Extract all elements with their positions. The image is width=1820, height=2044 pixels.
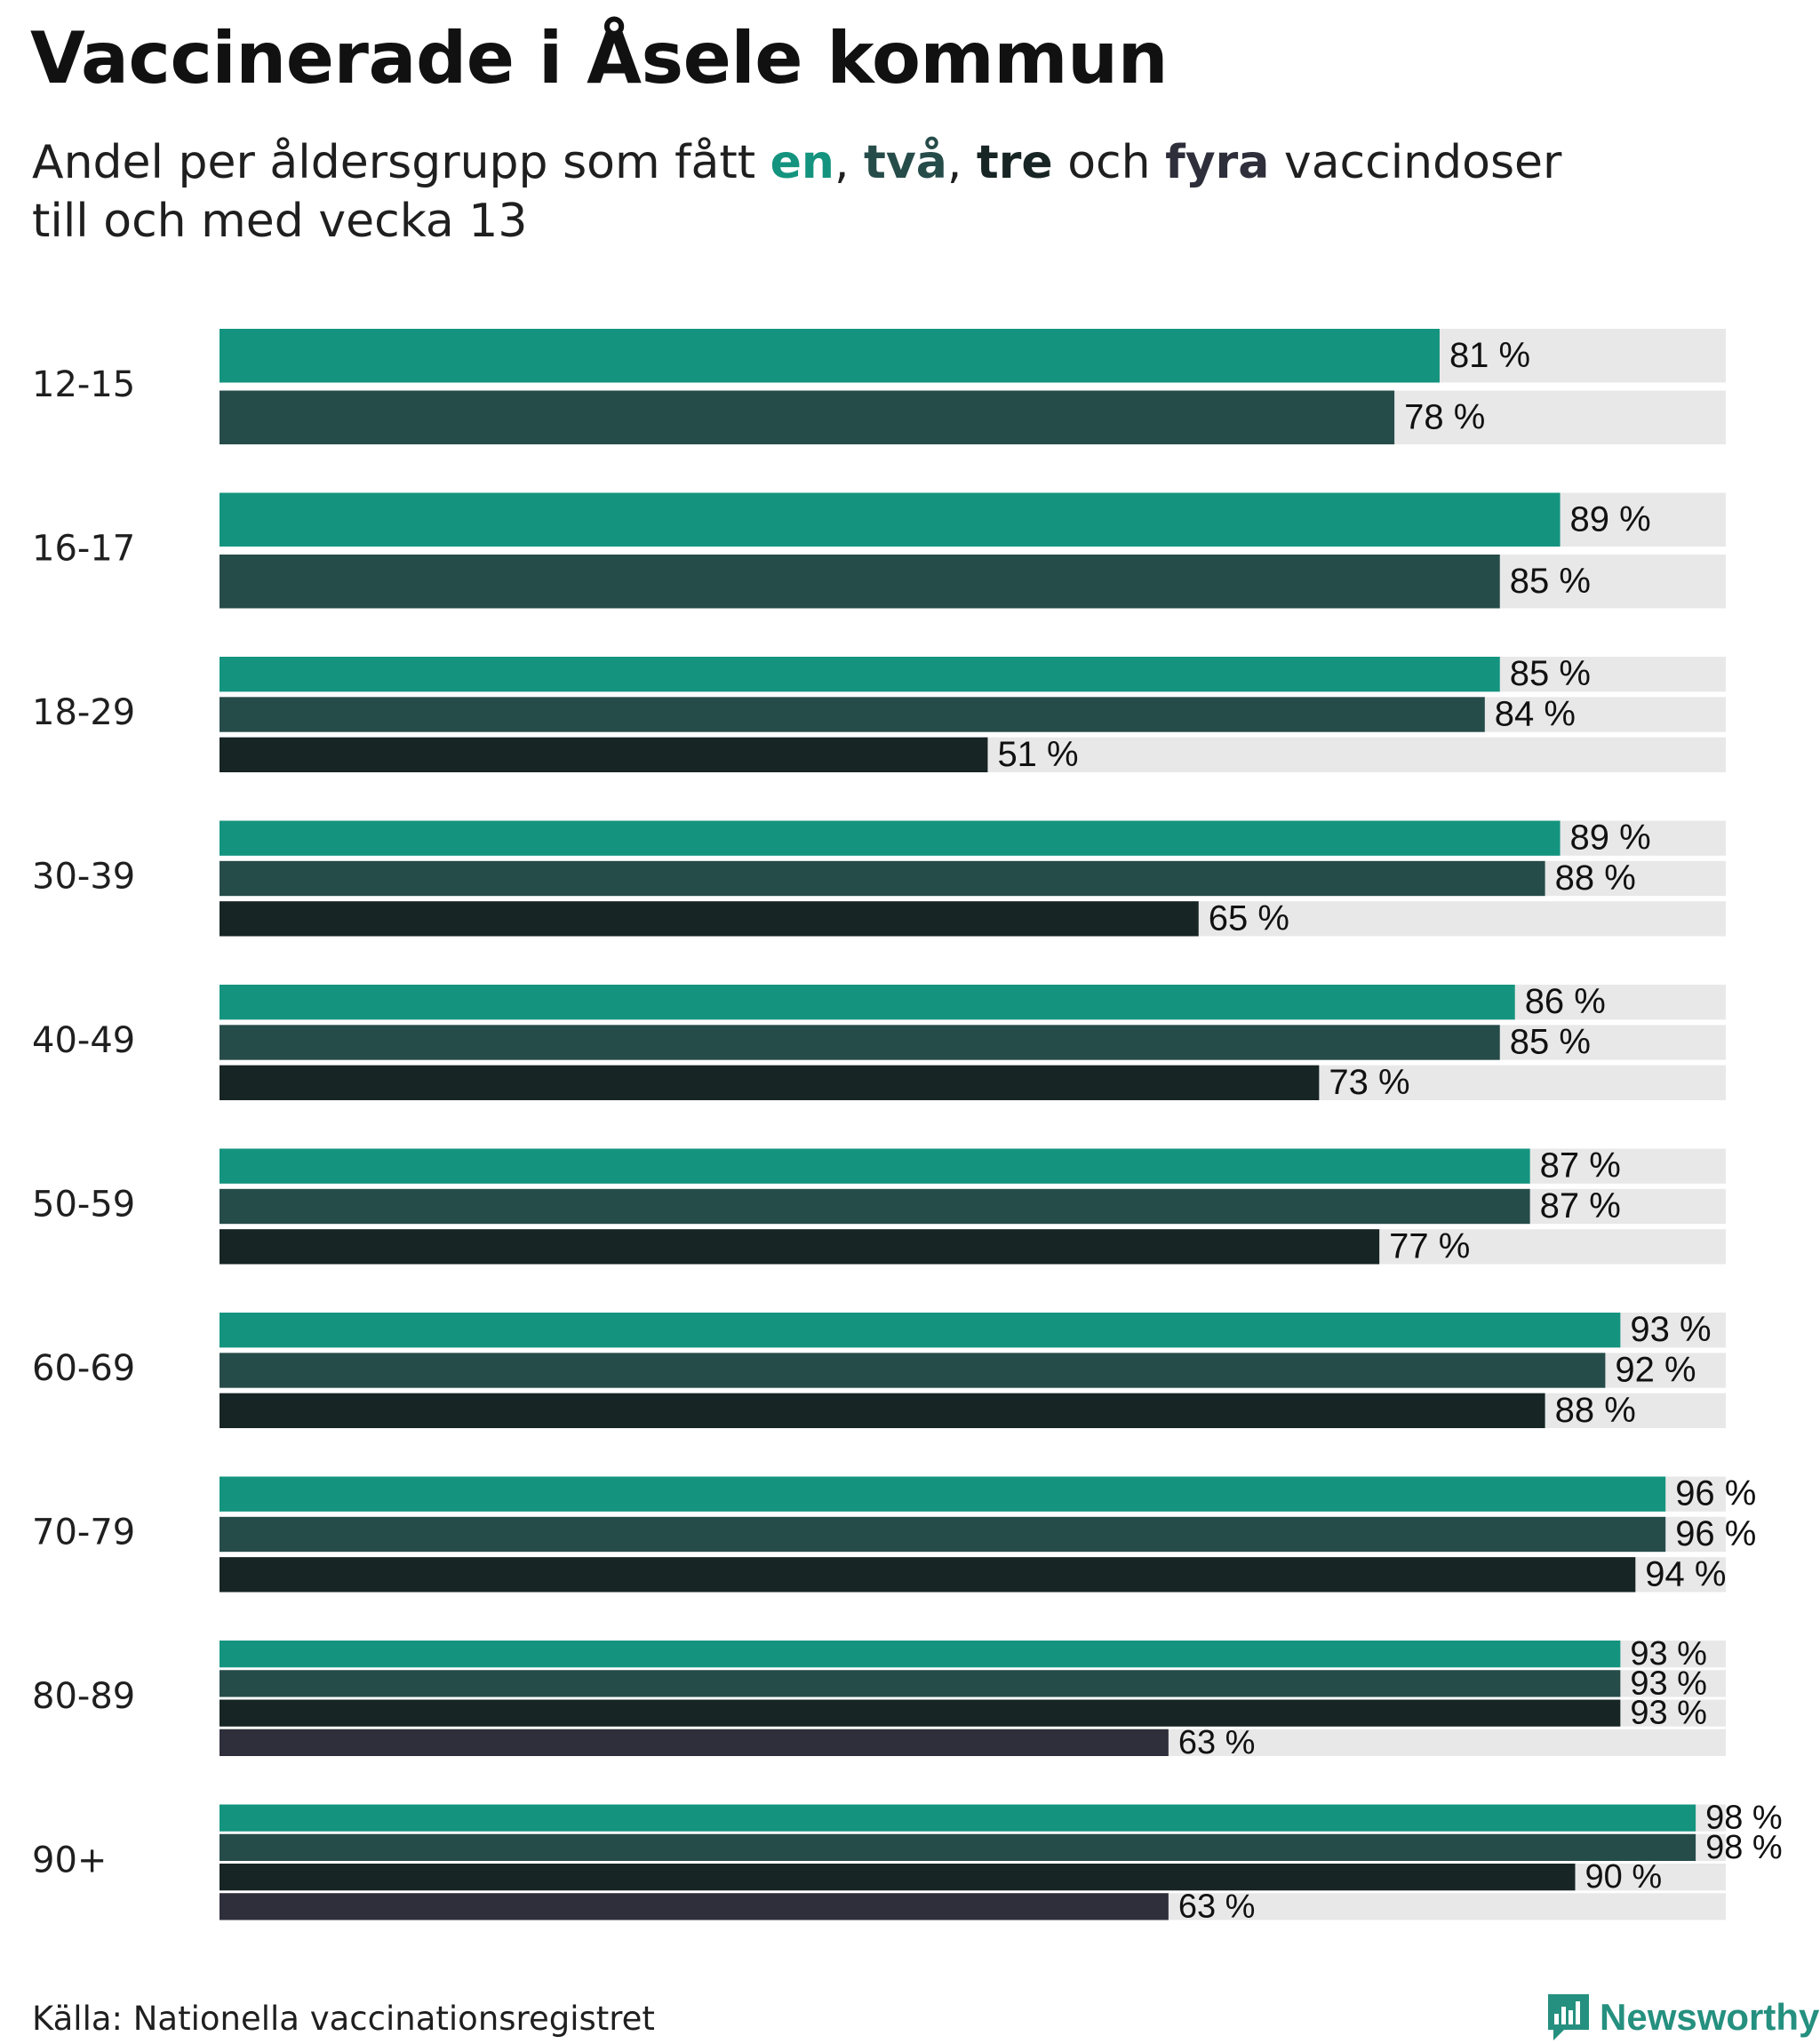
data-label: 93 % bbox=[1630, 1695, 1707, 1732]
data-label: 85 % bbox=[1510, 654, 1591, 693]
data-label: 63 % bbox=[1178, 1724, 1256, 1761]
category-label: 90+ bbox=[32, 1840, 107, 1881]
bar bbox=[220, 1065, 1320, 1100]
chart-subtitle: Andel per åldersgrupp som fått en, två, … bbox=[32, 133, 1561, 251]
data-label: 96 % bbox=[1675, 1514, 1756, 1553]
subtitle-dose-four: fyra bbox=[1165, 136, 1270, 189]
data-label: 92 % bbox=[1615, 1351, 1696, 1390]
data-label: 89 % bbox=[1570, 499, 1651, 539]
subtitle-dose-two: två bbox=[864, 136, 947, 189]
category-label: 60-69 bbox=[32, 1348, 135, 1389]
data-label: 85 % bbox=[1510, 562, 1591, 601]
bar bbox=[220, 985, 1515, 1020]
chart-title: Vaccinerade i Åsele kommun bbox=[30, 17, 1169, 100]
data-label: 93 % bbox=[1630, 1310, 1711, 1349]
subtitle-dose-one: en bbox=[770, 136, 834, 189]
data-label: 98 % bbox=[1705, 1800, 1783, 1837]
data-label: 85 % bbox=[1510, 1023, 1591, 1062]
data-label: 81 % bbox=[1449, 336, 1530, 375]
data-label: 84 % bbox=[1495, 695, 1576, 734]
bar bbox=[220, 1557, 1636, 1593]
data-label: 63 % bbox=[1178, 1888, 1256, 1925]
bar bbox=[220, 555, 1500, 609]
subtitle-separator-2: , bbox=[946, 136, 977, 189]
bar bbox=[220, 1864, 1576, 1891]
logo-text: Newsworthy bbox=[1600, 1996, 1820, 2038]
data-label: 96 % bbox=[1675, 1474, 1756, 1513]
bar bbox=[220, 1148, 1530, 1184]
data-label: 90 % bbox=[1585, 1858, 1663, 1896]
category-label: 18-29 bbox=[32, 692, 135, 733]
data-label: 51 % bbox=[997, 735, 1078, 774]
bar bbox=[220, 492, 1561, 547]
bar bbox=[220, 657, 1500, 692]
data-label: 88 % bbox=[1555, 1391, 1636, 1430]
bar bbox=[220, 1893, 1169, 1920]
category-label: 70-79 bbox=[32, 1513, 135, 1553]
bar bbox=[220, 1313, 1621, 1348]
bar bbox=[220, 1833, 1696, 1861]
source-note: Källa: Nationella vaccinationsregistret bbox=[32, 2000, 655, 2038]
subtitle-dose-three: tre bbox=[976, 136, 1053, 189]
subtitle-text-end: vaccindoser bbox=[1269, 136, 1562, 189]
bar bbox=[220, 1025, 1500, 1060]
data-label: 93 % bbox=[1630, 1665, 1707, 1702]
category-label: 30-39 bbox=[32, 857, 135, 898]
newsworthy-logo: Newsworthy bbox=[1545, 1991, 1819, 2044]
category-label: 50-59 bbox=[32, 1185, 135, 1226]
category-label: 16-17 bbox=[32, 529, 135, 570]
data-label: 98 % bbox=[1705, 1829, 1783, 1866]
data-label: 87 % bbox=[1540, 1146, 1621, 1186]
bar bbox=[220, 1188, 1530, 1225]
bar bbox=[220, 1804, 1696, 1832]
data-label: 87 % bbox=[1540, 1186, 1621, 1226]
data-label: 88 % bbox=[1555, 858, 1636, 898]
bar bbox=[220, 1229, 1380, 1265]
data-label: 78 % bbox=[1404, 397, 1485, 436]
data-label: 86 % bbox=[1525, 982, 1606, 1021]
newsworthy-chart-icon bbox=[1548, 1994, 1589, 2040]
subtitle-och: och bbox=[1052, 136, 1166, 189]
bar bbox=[220, 901, 1199, 937]
bar bbox=[220, 1393, 1545, 1428]
bar bbox=[220, 860, 1545, 897]
bar bbox=[220, 1699, 1621, 1727]
bar bbox=[220, 737, 988, 772]
bar bbox=[220, 390, 1395, 444]
bar bbox=[220, 1729, 1169, 1756]
bar bbox=[220, 1516, 1666, 1553]
data-label: 93 % bbox=[1630, 1635, 1707, 1673]
bar bbox=[220, 1641, 1621, 1668]
category-label: 40-49 bbox=[32, 1020, 135, 1061]
data-label: 89 % bbox=[1570, 818, 1651, 858]
bar bbox=[220, 820, 1561, 856]
data-label: 65 % bbox=[1209, 898, 1289, 938]
bar bbox=[220, 1353, 1606, 1388]
data-label: 77 % bbox=[1389, 1226, 1470, 1266]
subtitle-line-2: till och med vecka 13 bbox=[32, 195, 528, 248]
bar bbox=[220, 1670, 1621, 1697]
bar bbox=[220, 697, 1485, 732]
category-label: 80-89 bbox=[32, 1676, 135, 1717]
bar bbox=[220, 329, 1440, 383]
subtitle-separator-1: , bbox=[834, 136, 865, 189]
data-label: 94 % bbox=[1645, 1554, 1726, 1593]
subtitle-text-start: Andel per åldersgrupp som fått bbox=[32, 136, 770, 189]
category-label: 12-15 bbox=[32, 364, 135, 405]
bar bbox=[220, 1476, 1666, 1512]
data-label: 73 % bbox=[1329, 1063, 1409, 1102]
